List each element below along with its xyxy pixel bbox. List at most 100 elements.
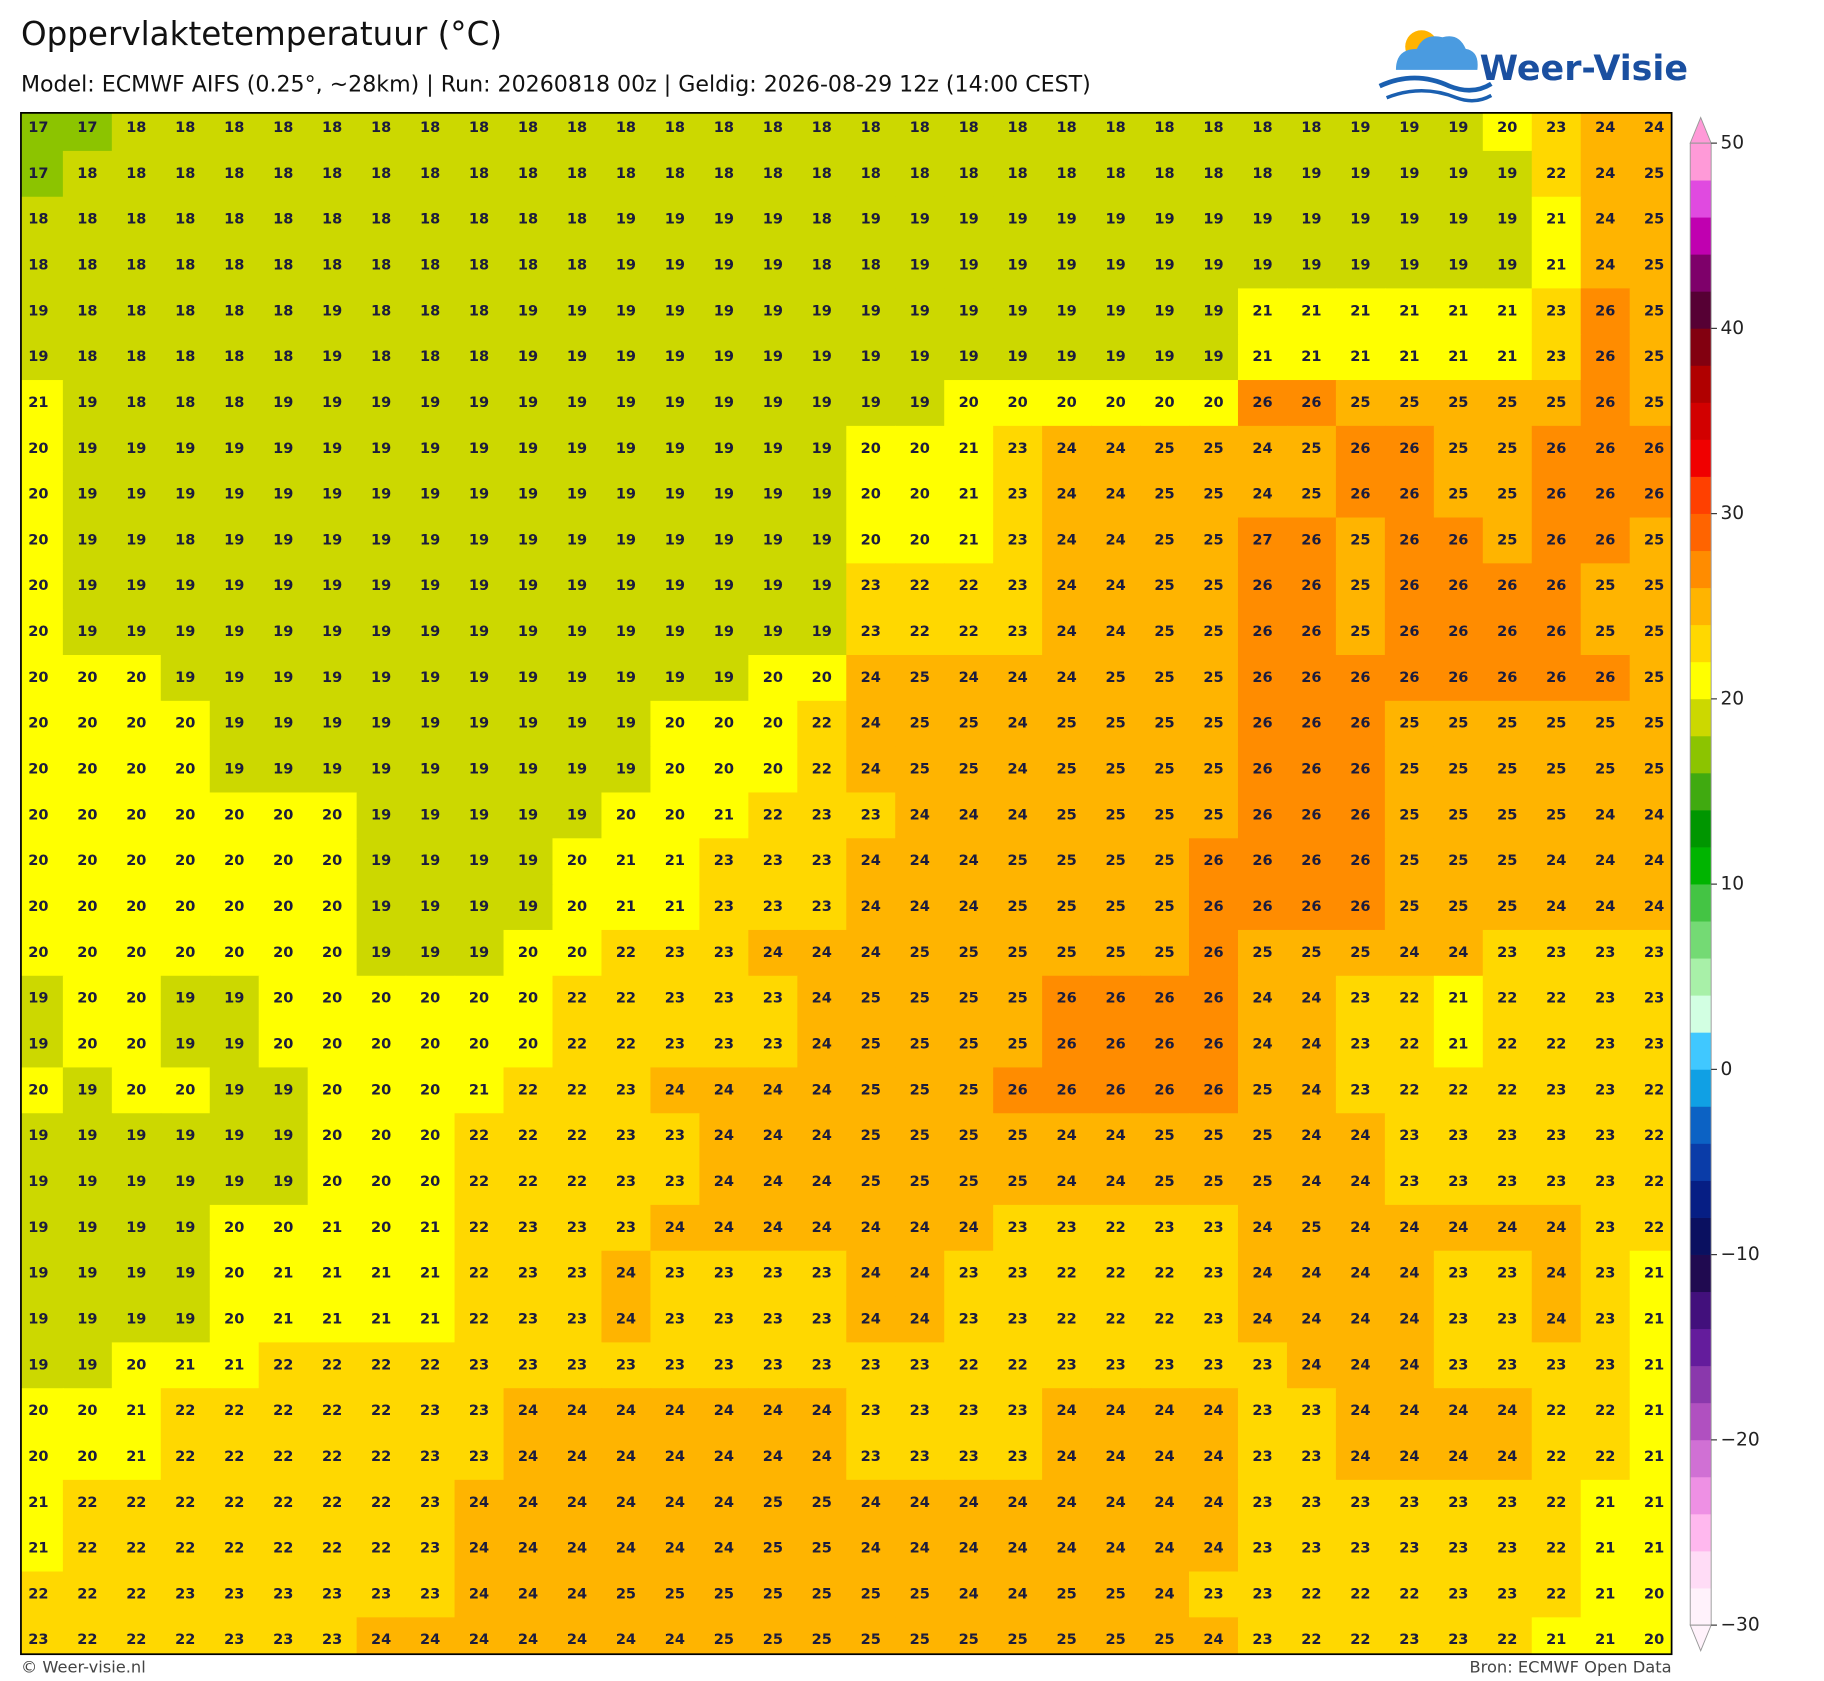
temperature-cell — [307, 1479, 358, 1527]
temperature-label: 19 — [175, 441, 195, 457]
temperature-label: 25 — [1497, 807, 1517, 823]
temperature-label: 19 — [28, 1128, 48, 1144]
temperature-cell — [699, 1250, 750, 1298]
temperature-label: 22 — [224, 1495, 244, 1511]
temperature-label: 19 — [1154, 303, 1174, 319]
temperature-cell — [650, 288, 701, 335]
temperature-cell — [552, 425, 603, 473]
temperature-label: 22 — [1644, 1128, 1664, 1144]
temperature-label: 24 — [1301, 1082, 1321, 1098]
temperature-label: 19 — [273, 532, 293, 548]
temperature-cell — [1580, 1067, 1631, 1114]
temperature-label: 25 — [959, 716, 979, 732]
temperature-label: 23 — [1399, 1495, 1419, 1511]
temperature-label: 20 — [126, 716, 146, 732]
temperature-label: 19 — [273, 762, 293, 778]
temperature-cell — [601, 1296, 652, 1344]
temperature-cell — [503, 1525, 554, 1573]
temperature-label: 25 — [959, 1174, 979, 1190]
temperature-label: 19 — [322, 441, 342, 457]
temperature-label: 19 — [28, 1174, 48, 1190]
temperature-label: 19 — [1008, 303, 1028, 319]
temperature-label: 23 — [763, 1037, 783, 1053]
temperature-label: 19 — [959, 349, 979, 365]
temperature-cell — [1433, 425, 1484, 473]
temperature-label: 23 — [1399, 1541, 1419, 1557]
temperature-label: 23 — [1546, 1174, 1566, 1190]
temperature-label: 22 — [175, 1403, 195, 1419]
temperature-label: 21 — [371, 1311, 391, 1327]
temperature-label: 20 — [126, 670, 146, 686]
temperature-label: 22 — [1497, 1082, 1517, 1098]
temperature-label: 25 — [1301, 487, 1321, 503]
temperature-label: 19 — [959, 212, 979, 228]
temperature-cell — [797, 112, 847, 152]
temperature-cell — [895, 929, 945, 977]
temperature-cell — [62, 471, 113, 519]
temperature-label: 21 — [1399, 349, 1419, 365]
temperature-label: 19 — [28, 1037, 48, 1053]
temperature-cell — [1140, 471, 1190, 519]
temperature-label: 20 — [28, 807, 48, 823]
temperature-label: 24 — [1546, 853, 1566, 869]
temperature-cell — [1433, 654, 1484, 702]
temperature-cell — [1482, 1113, 1533, 1160]
temperature-label: 25 — [1595, 624, 1615, 640]
temperature-cell — [650, 1571, 701, 1619]
temperature-cell — [454, 1113, 505, 1160]
temperature-cell — [307, 1021, 358, 1069]
temperature-label: 24 — [1546, 1311, 1566, 1327]
temperature-cell — [650, 746, 701, 794]
temperature-label: 26 — [1203, 853, 1223, 869]
temperature-label: 19 — [1497, 166, 1517, 182]
temperature-label: 26 — [1399, 624, 1419, 640]
temperature-label: 24 — [1008, 716, 1028, 732]
temperature-cell — [20, 1571, 64, 1619]
temperature-label: 25 — [1154, 532, 1174, 548]
temperature-label: 22 — [126, 1541, 146, 1557]
temperature-cell — [405, 288, 456, 335]
temperature-cell — [1531, 150, 1582, 198]
temperature-cell — [1531, 1525, 1582, 1573]
temperature-label: 26 — [1056, 1082, 1076, 1098]
temperature-cell — [503, 792, 554, 839]
temperature-label: 25 — [1203, 624, 1223, 640]
temperature-cell — [944, 1525, 994, 1573]
temperature-cell — [1433, 1250, 1484, 1298]
temperature-cell — [209, 1021, 260, 1069]
temperature-label: 24 — [665, 1449, 685, 1465]
temperature-label: 24 — [616, 1541, 636, 1557]
temperature-cell — [601, 425, 652, 473]
temperature-cell — [111, 654, 162, 702]
temperature-label: 24 — [714, 1174, 734, 1190]
temperature-cell — [503, 425, 554, 473]
temperature-label: 19 — [371, 670, 391, 686]
temperature-cell — [797, 1296, 847, 1344]
temperature-cell — [1384, 884, 1435, 931]
temperature-label: 23 — [1008, 624, 1028, 640]
logo-cloud — [1395, 36, 1478, 70]
temperature-cell — [307, 1296, 358, 1344]
temperature-cell — [993, 1250, 1043, 1298]
temperature-label: 22 — [224, 1449, 244, 1465]
temperature-cell — [797, 1525, 847, 1573]
temperature-label: 21 — [1448, 349, 1468, 365]
temperature-cell — [1384, 563, 1435, 610]
temperature-label: 24 — [1056, 441, 1076, 457]
temperature-cell — [1140, 654, 1190, 702]
temperature-label: 20 — [126, 1082, 146, 1098]
temperature-label: 25 — [1154, 487, 1174, 503]
temperature-label: 22 — [175, 1541, 195, 1557]
temperature-cell — [993, 242, 1043, 290]
temperature-cell — [1384, 975, 1435, 1023]
temperature-label: 25 — [861, 1632, 881, 1648]
temperature-cell — [258, 1250, 309, 1298]
temperature-label: 19 — [518, 807, 538, 823]
temperature-label: 22 — [273, 1449, 293, 1465]
temperature-cell — [650, 471, 701, 519]
temperature-label: 19 — [1399, 212, 1419, 228]
temperature-cell — [748, 1434, 799, 1481]
temperature-cell — [601, 150, 652, 198]
temperature-cell — [1091, 1113, 1141, 1160]
temperature-label: 25 — [910, 1037, 930, 1053]
